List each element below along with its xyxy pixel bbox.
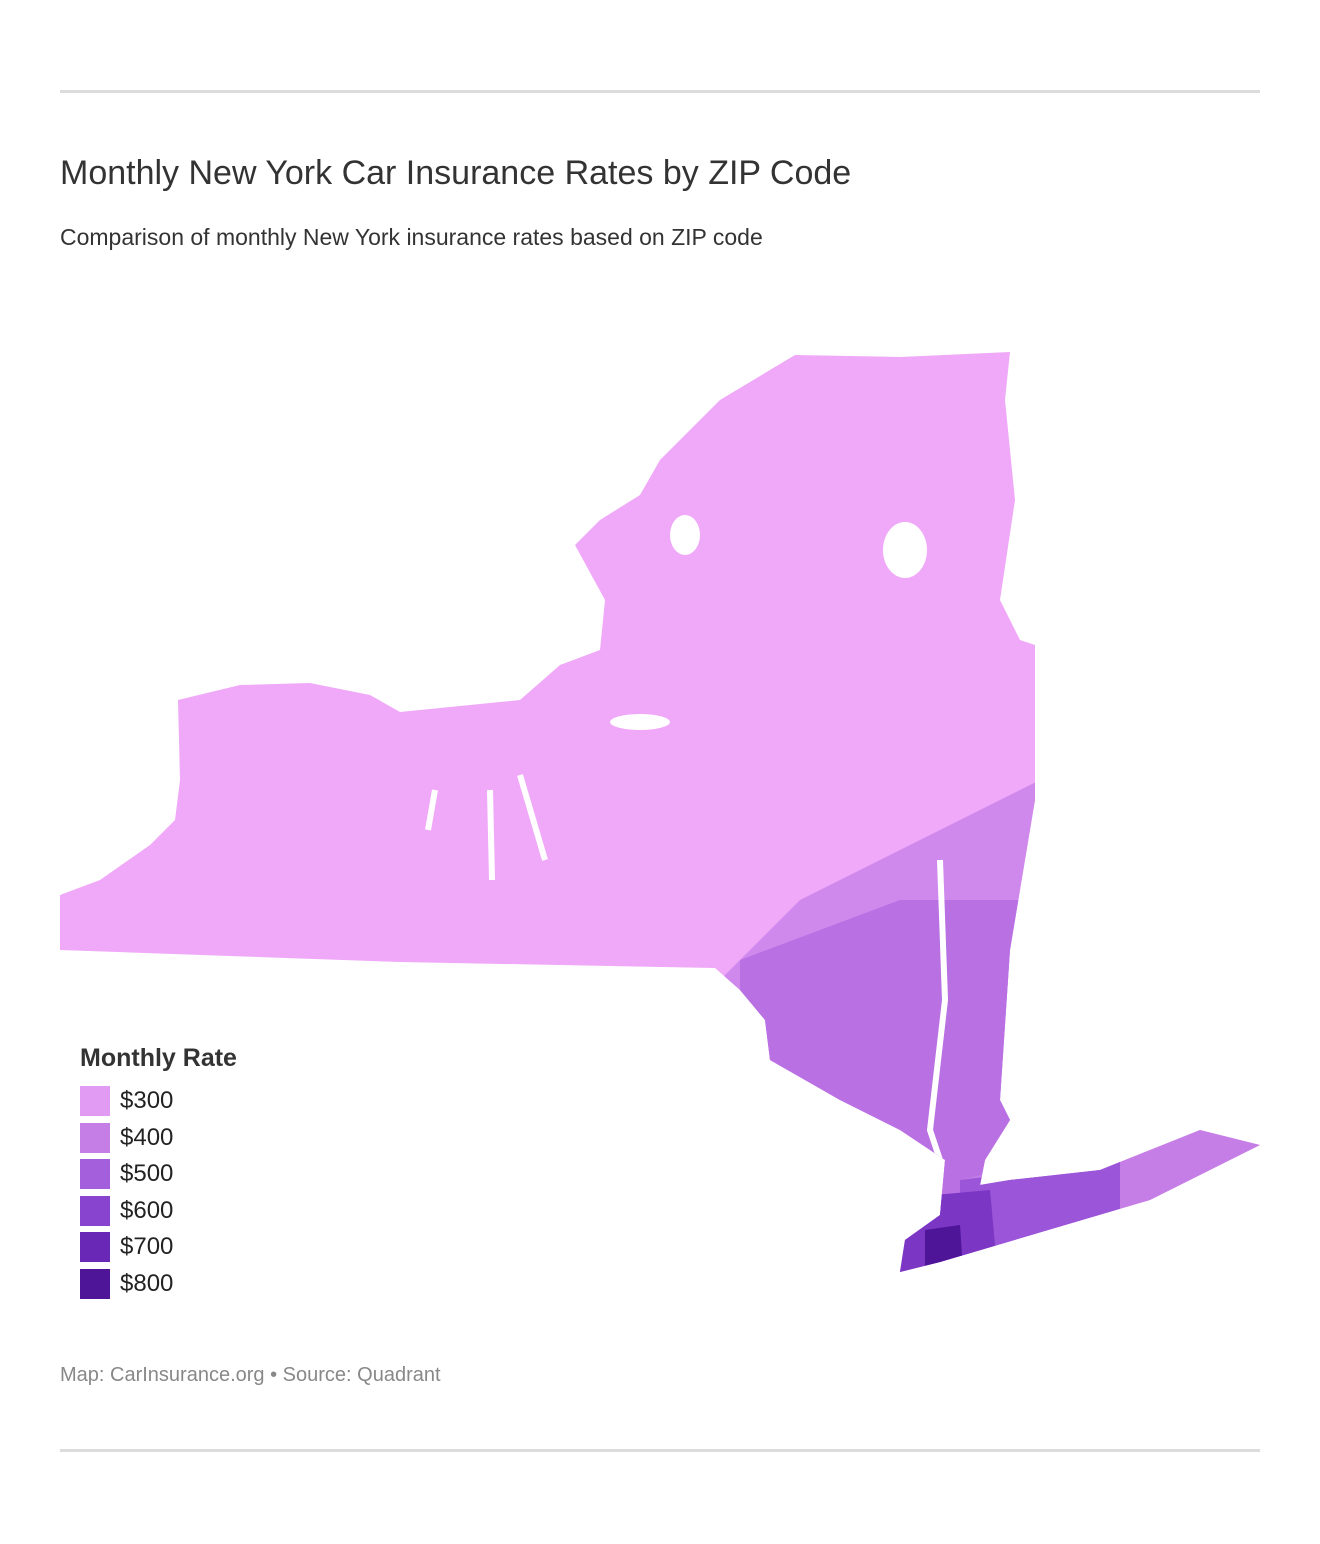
top-rule <box>60 90 1260 93</box>
source: Map: CarInsurance.org • Source: Quadrant <box>60 1364 441 1386</box>
legend-item: $300 <box>80 1083 237 1120</box>
subtitle: Comparison of monthly New York insurance… <box>60 224 763 250</box>
legend-label: $800 <box>120 1269 174 1297</box>
legend-label: $600 <box>120 1196 174 1224</box>
legend-swatch <box>80 1086 110 1117</box>
bottom-rule <box>60 1449 1260 1452</box>
legend-title: Monthly Rate <box>80 1044 237 1072</box>
legend-label: $500 <box>120 1160 174 1188</box>
legend-label: $700 <box>120 1233 174 1261</box>
legend-label: $400 <box>120 1123 174 1151</box>
legend-swatch <box>80 1195 110 1226</box>
legend-items: $300 $400 $500 $600 $700 $800 <box>80 1083 237 1302</box>
legend-label: $300 <box>120 1087 174 1115</box>
legend-swatch <box>80 1159 110 1190</box>
legend-item: $600 <box>80 1193 237 1230</box>
legend-item: $700 <box>80 1229 237 1266</box>
legend-swatch <box>80 1232 110 1263</box>
legend-item: $800 <box>80 1266 237 1303</box>
legend-swatch <box>80 1268 110 1299</box>
legend: Monthly Rate $300 $400 $500 $600 $700 $800 <box>80 1044 237 1302</box>
title: Monthly New York Car Insurance Rates by … <box>60 154 852 192</box>
legend-item: $500 <box>80 1156 237 1193</box>
legend-swatch <box>80 1122 110 1153</box>
legend-item: $400 <box>80 1120 237 1157</box>
